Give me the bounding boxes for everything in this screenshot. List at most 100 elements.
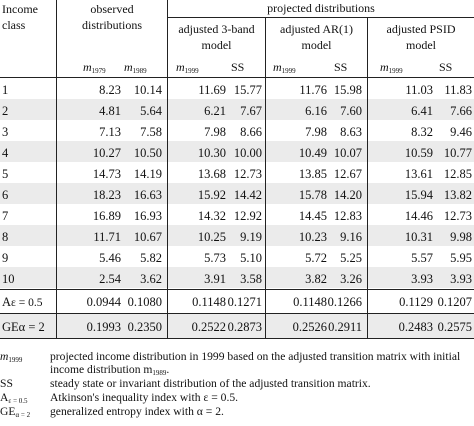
table-cell: 5.73 [204, 251, 226, 265]
body-rule [0, 289, 474, 290]
index-name: GE [2, 320, 19, 334]
note-text: projected income distribution in 1999 ba… [50, 350, 461, 377]
table-cell: 9.46 [450, 125, 472, 139]
table-cell: 7.66 [450, 104, 472, 118]
table-cell: 3.93 [411, 272, 433, 286]
table-cell: 15.77 [233, 83, 262, 97]
table-cell: 5.46 [99, 251, 121, 265]
table-cell: 10.14 [133, 83, 162, 97]
table-cell: 5.95 [450, 251, 472, 265]
table-cell: 13.85 [298, 167, 327, 181]
table-cell: 10.67 [133, 230, 162, 244]
table-cell: 15.98 [333, 83, 362, 97]
table-cell: 7.67 [240, 104, 262, 118]
table-cell: 0.2483 [398, 320, 433, 334]
table-cell: 16.89 [92, 209, 121, 223]
table-cell: 6.41 [411, 104, 433, 118]
table-cell: 3.58 [240, 272, 262, 286]
table-cell: 10.49 [298, 146, 327, 160]
col-header-m1979: m1979 [83, 60, 106, 75]
row-label: 7 [2, 209, 9, 223]
table-cell: 9.19 [240, 230, 262, 244]
col-header-m1999: m1999 [273, 60, 296, 75]
table-cell: 3.93 [450, 272, 472, 286]
table-cell: 0.2522 [191, 320, 226, 334]
group-header-ar1: adjusted AR(1) model [280, 22, 353, 52]
note-symbol: GEα = 2 [0, 405, 31, 419]
index-row-label: Aε = 0.5 [2, 295, 42, 310]
table-cell: 11.69 [198, 83, 226, 97]
note-symbol: SS [0, 377, 13, 390]
header-rule [167, 17, 474, 18]
table-cell: 10.07 [333, 146, 362, 160]
table-cell: 0.0944 [86, 295, 121, 309]
row-label: 2 [2, 104, 9, 118]
table-cell: 7.98 [305, 125, 327, 139]
table-cell: 13.68 [197, 167, 226, 181]
table-cell: 9.16 [340, 230, 362, 244]
row-shade [0, 225, 474, 246]
table-cell: 15.94 [404, 188, 433, 202]
note-text: generalized entropy index with α = 2. [50, 405, 224, 418]
row-label: 1 [2, 83, 9, 97]
table-cell: 14.20 [333, 188, 362, 202]
table-cell: 10.25 [197, 230, 226, 244]
table-cell: 0.1148 [293, 295, 327, 309]
table-cell: 6.16 [305, 104, 327, 118]
table-cell: 5.57 [411, 251, 433, 265]
index-row-label: GEα = 2 [2, 320, 45, 334]
note-symbol: Aε = 0.5 [0, 391, 28, 405]
row-label: 5 [2, 167, 9, 181]
income-class-header: Income class [2, 2, 38, 32]
table-cell: 2.54 [99, 272, 121, 286]
row-label: 3 [2, 125, 9, 139]
table-cell: 10.00 [233, 146, 262, 160]
row-shade [0, 99, 474, 120]
table-cell: 0.1271 [227, 295, 262, 309]
table-cell: 14.32 [197, 209, 226, 223]
table-cell: 12.83 [333, 209, 362, 223]
table-cell: 16.93 [133, 209, 162, 223]
table-cell: 11.71 [93, 230, 121, 244]
table-cell: 10.23 [298, 230, 327, 244]
table-cell: 0.2911 [328, 320, 362, 334]
table-cell: 7.58 [140, 125, 162, 139]
col-header-m1999: m1999 [380, 60, 403, 75]
table-cell: 12.67 [333, 167, 362, 181]
row-shade [0, 314, 474, 338]
row-shade [0, 183, 474, 204]
projected-header: projected distributions [267, 1, 375, 15]
note-text: Atkinson's inequality index with ε = 0.5… [50, 391, 239, 404]
row-shade [0, 267, 474, 288]
column-rule [367, 18, 368, 338]
table-cell: 14.46 [404, 209, 433, 223]
table-cell: 0.2575 [437, 320, 472, 334]
index-parameter: α = 2 [18, 320, 45, 334]
table-cell: 3.91 [204, 272, 226, 286]
table-cell: 12.73 [233, 167, 262, 181]
table-cell: 5.25 [340, 251, 362, 265]
table-cell: 14.42 [233, 188, 262, 202]
note-text: steady state or invariant distribution o… [50, 377, 371, 390]
table-cell: 5.10 [240, 251, 262, 265]
table-cell: 0.1266 [327, 295, 362, 309]
table-cell: 15.92 [197, 188, 226, 202]
row-shade [0, 141, 474, 162]
row-label: 10 [2, 272, 15, 286]
table-cell: 10.77 [443, 146, 472, 160]
table-cell: 10.31 [404, 230, 433, 244]
table-cell: 8.63 [340, 125, 362, 139]
group-header-psid: adjusted PSID model [386, 22, 456, 52]
table-cell: 12.92 [233, 209, 262, 223]
table-cell: 11.83 [444, 83, 472, 97]
col-header-ss: SS [334, 60, 348, 74]
table-cell: 7.60 [340, 104, 362, 118]
column-rule [265, 18, 266, 338]
col-header-ss: SS [231, 60, 245, 74]
table-cell: 10.30 [197, 146, 226, 160]
table-cell: 14.73 [92, 167, 121, 181]
group-header-3band: adjusted 3-band model [178, 22, 255, 52]
table-cell: 15.78 [298, 188, 327, 202]
table-cell: 7.13 [99, 125, 121, 139]
row-label: 9 [2, 251, 9, 265]
